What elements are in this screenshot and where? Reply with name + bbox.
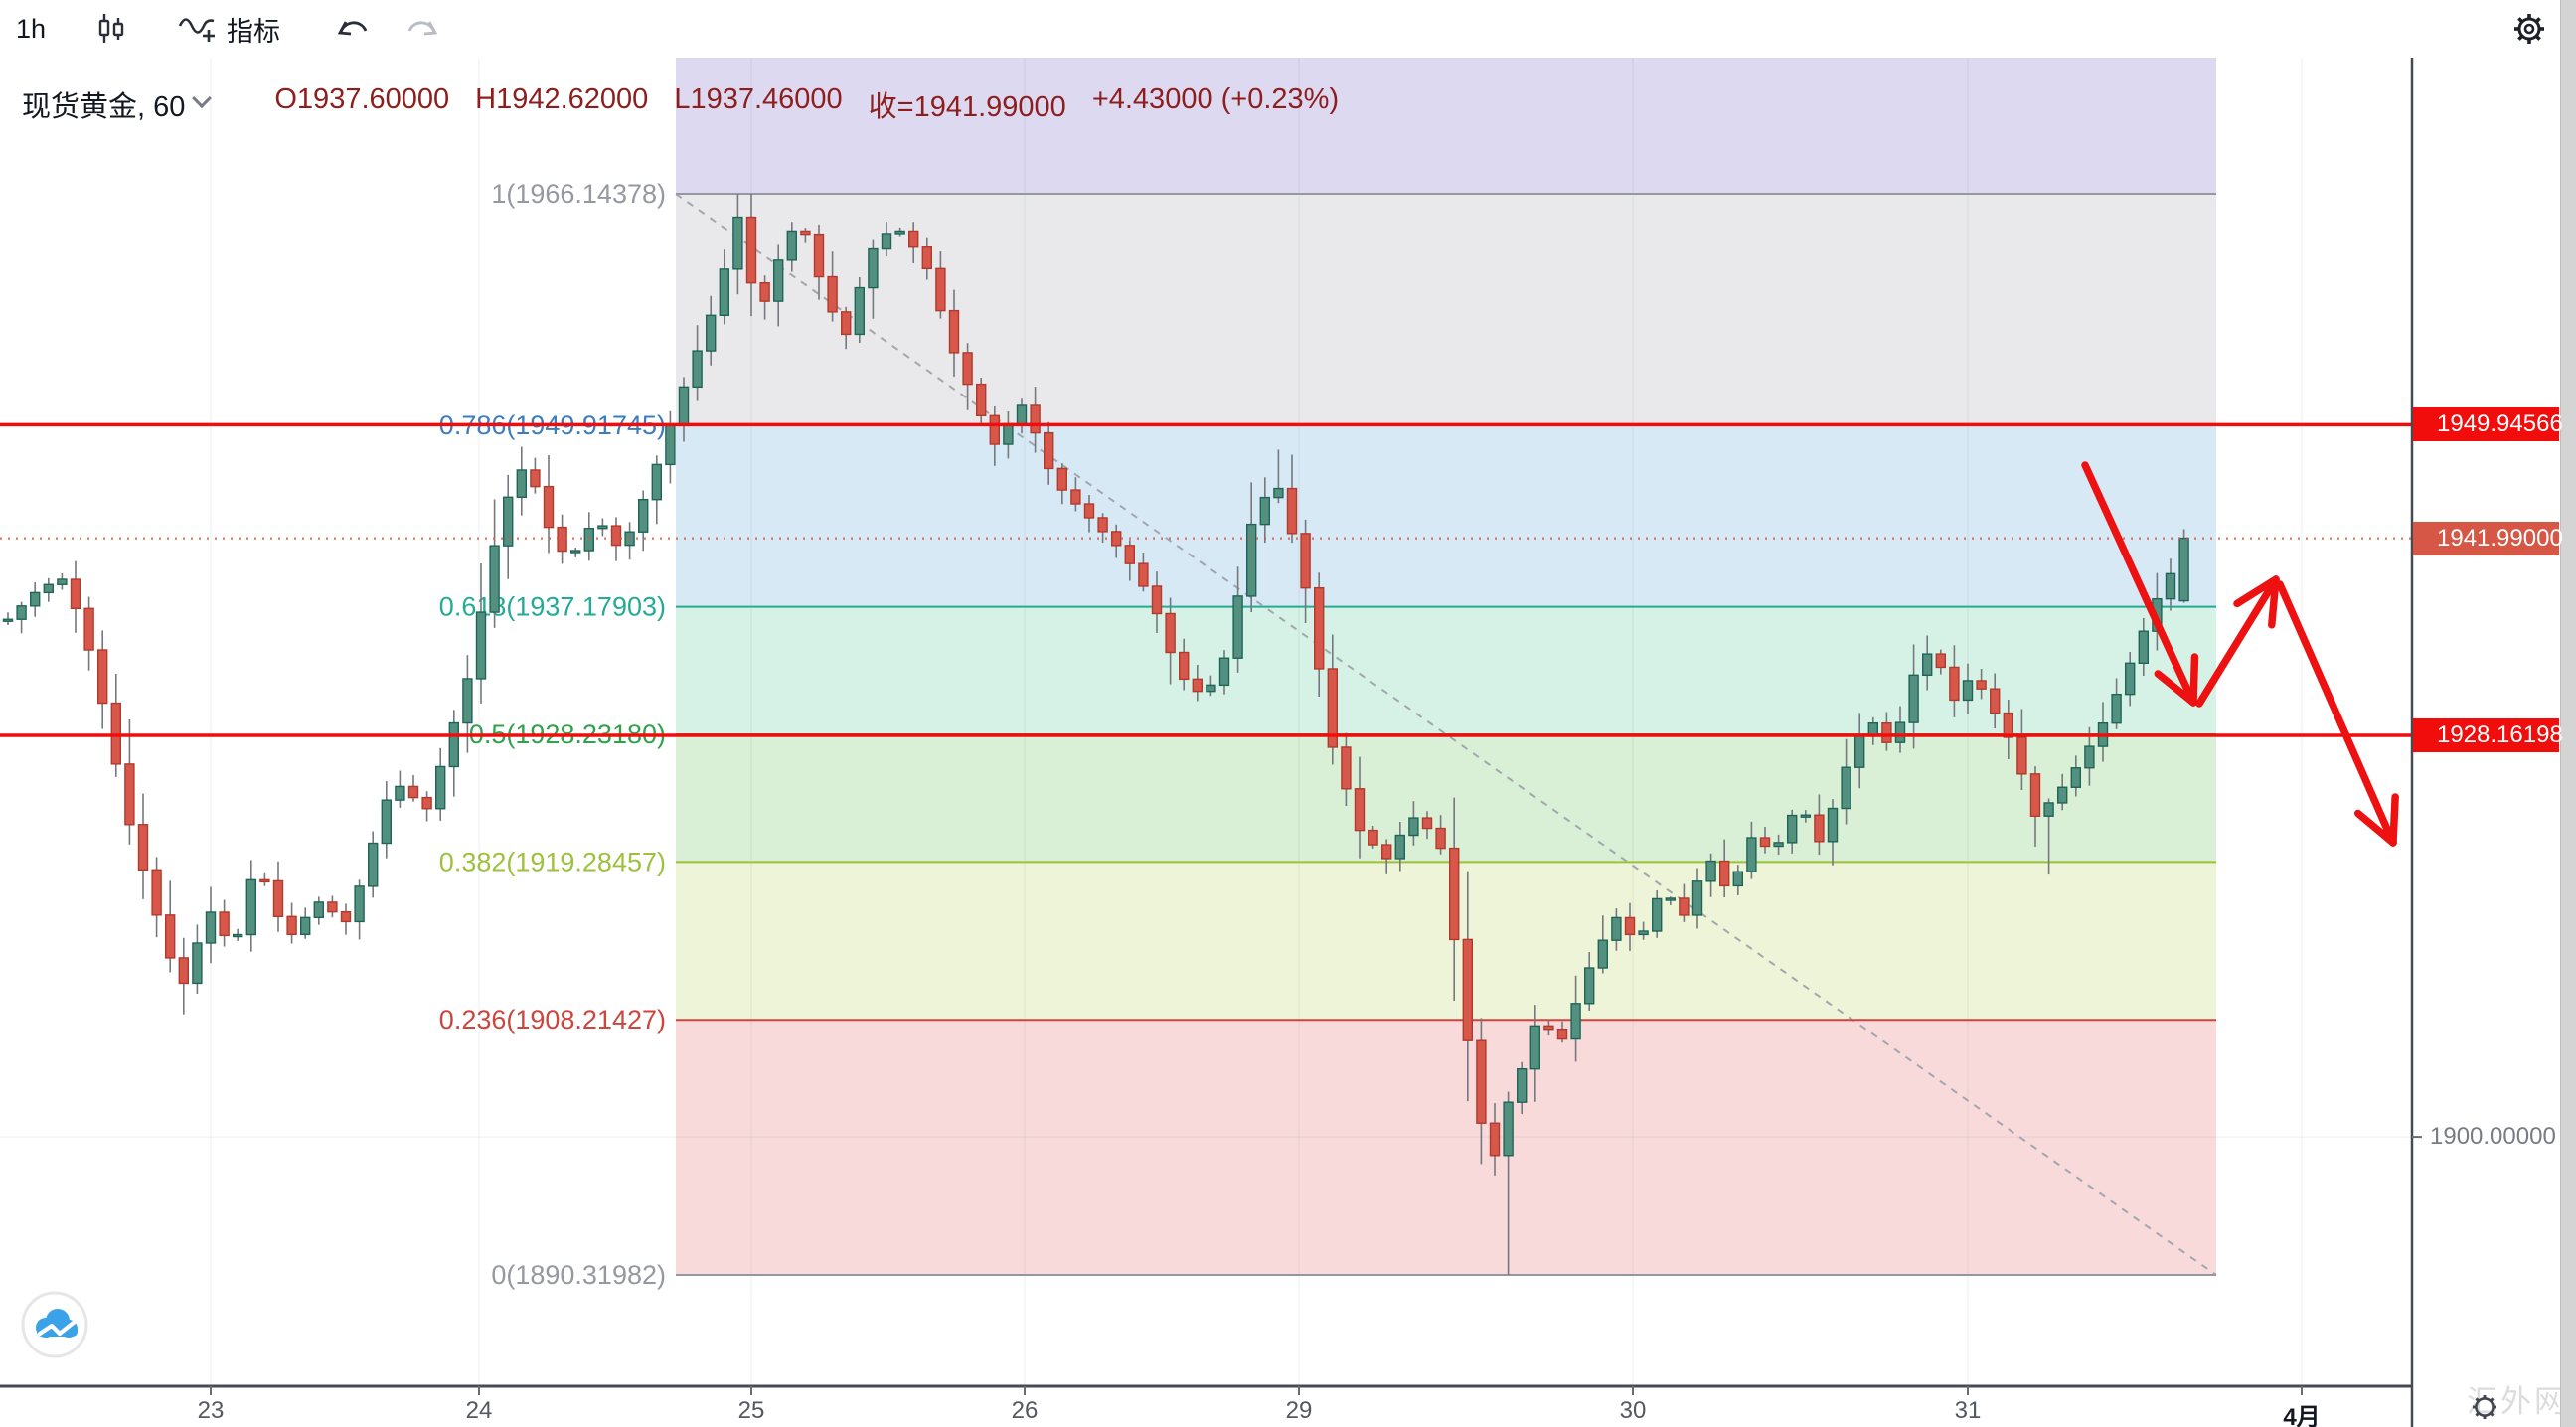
indicators-icon — [177, 9, 219, 49]
price-scale[interactable]: 1900.00000 — [2412, 58, 2560, 1386]
arrow-drawing[interactable] — [2081, 461, 2199, 707]
candlestick-icon — [91, 10, 129, 48]
fib-level-label: 0.236(1908.21427) — [439, 1005, 666, 1034]
fib-level-label: 0(1890.31982) — [491, 1260, 666, 1290]
platform-logo-button[interactable] — [20, 1290, 89, 1359]
time-axis-label: 25 — [737, 1397, 765, 1424]
price-line-badge: 1949.94566 — [2413, 407, 2563, 442]
ohlc-high: H1942.62000 — [475, 83, 649, 115]
chart-type-button[interactable] — [76, 7, 145, 51]
fib-level-label: 1(1966.14378) — [491, 179, 666, 209]
time-axis-label: 29 — [1285, 1397, 1313, 1424]
gear-icon — [2508, 8, 2550, 50]
axes — [0, 58, 2422, 1427]
time-scale[interactable]: 23 24 25 26 29 30 31 4月 — [0, 1387, 2412, 1427]
scrollbar[interactable] — [2560, 0, 2576, 1427]
interval-button[interactable]: 1h — [0, 7, 62, 51]
symbol-title: 现货黄金, 60 — [22, 91, 186, 123]
candles — [2, 194, 2189, 1275]
redo-icon — [403, 11, 443, 47]
time-axis-label: 26 — [1011, 1397, 1039, 1424]
current-price-badge: 1941.99000 — [2413, 521, 2563, 555]
interval-label: 1h — [16, 13, 47, 44]
time-axis-label: 4月 — [2283, 1404, 2321, 1427]
arrow-drawing[interactable] — [2195, 575, 2280, 708]
ohlc-close: 收=1941.99000 — [868, 91, 1066, 123]
time-axis-label: 24 — [465, 1397, 493, 1424]
price-axis-label: 1900.00000 — [2430, 1123, 2556, 1151]
indicators-label: 指标 — [227, 16, 281, 47]
symbol-button[interactable]: 现货黄金, 60 — [22, 83, 213, 125]
redo-button[interactable] — [388, 7, 459, 51]
fib-level-label: 0.382(1919.28457) — [439, 847, 666, 876]
ohlc-values: O1937.60000 H1942.62000 L1937.46000 收=19… — [274, 83, 1339, 125]
undo-icon — [332, 11, 372, 47]
arrow-drawing[interactable] — [2276, 580, 2399, 847]
price-line-badge: 1928.16198 — [2413, 718, 2563, 752]
settings-button[interactable] — [2508, 8, 2550, 50]
ohlc-change: +4.43000 (+0.23%) — [1091, 83, 1340, 115]
top-toolbar: 1h 指标 — [0, 0, 2576, 58]
axis-settings-button[interactable] — [2467, 1389, 2502, 1425]
time-axis-label: 23 — [197, 1397, 225, 1424]
time-axis-label: 31 — [1954, 1397, 1982, 1424]
chart-legend: 现货黄金, 60 O1937.60000 H1942.62000 L1937.4… — [22, 83, 1339, 125]
watermark: 汇外网 — [2467, 1384, 2568, 1419]
fib-level-label: 0.618(1937.17903) — [439, 592, 666, 622]
undo-button[interactable] — [316, 7, 388, 51]
ohlc-low: L1937.46000 — [674, 83, 843, 115]
ohlc-open: O1937.60000 — [274, 83, 450, 115]
fib-bands — [676, 58, 2216, 1275]
indicators-button[interactable]: 指标 — [161, 7, 296, 51]
time-axis-label: 30 — [1619, 1397, 1647, 1424]
cloud-chart-logo-icon — [20, 1290, 89, 1359]
gear-icon — [2467, 1389, 2502, 1425]
chevron-down-icon — [192, 88, 213, 109]
